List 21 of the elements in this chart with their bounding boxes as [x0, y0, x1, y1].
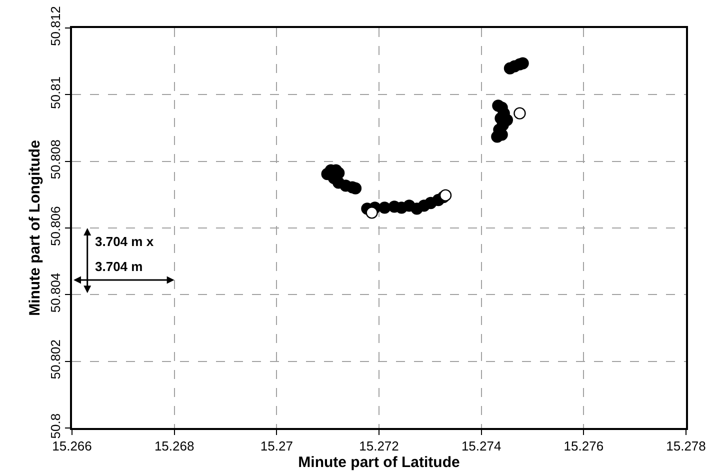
annotation: 3.704 m [95, 259, 143, 274]
y-axis-title: Minute part of Longitude [26, 140, 44, 316]
x-tick-label: 15.276 [564, 438, 604, 454]
x-axis-title: Minute part of Latitude [298, 454, 460, 472]
point [378, 202, 391, 214]
x-tick-label: 15.266 [52, 438, 92, 454]
x-tick-label: 15.268 [154, 438, 194, 454]
x-tick-label: 15.27 [260, 438, 293, 454]
x-tick-label: 15.274 [461, 438, 502, 454]
y-tick-label: 50.808 [48, 139, 63, 180]
x-tick-label: 15.278 [666, 438, 706, 454]
y-tick-label: 50.812 [48, 6, 63, 46]
point [514, 107, 526, 120]
y-tick-label: 50.802 [48, 339, 63, 380]
annotation: 3.704 m x [95, 234, 154, 249]
point [366, 206, 378, 219]
y-tick-label: 50.806 [48, 206, 63, 246]
y-tick-label: 50.804 [48, 272, 63, 313]
y-tick-label: 50.8 [48, 413, 63, 439]
y-tick-label: 50.81 [48, 76, 63, 109]
x-tick-label: 15.272 [359, 438, 399, 454]
